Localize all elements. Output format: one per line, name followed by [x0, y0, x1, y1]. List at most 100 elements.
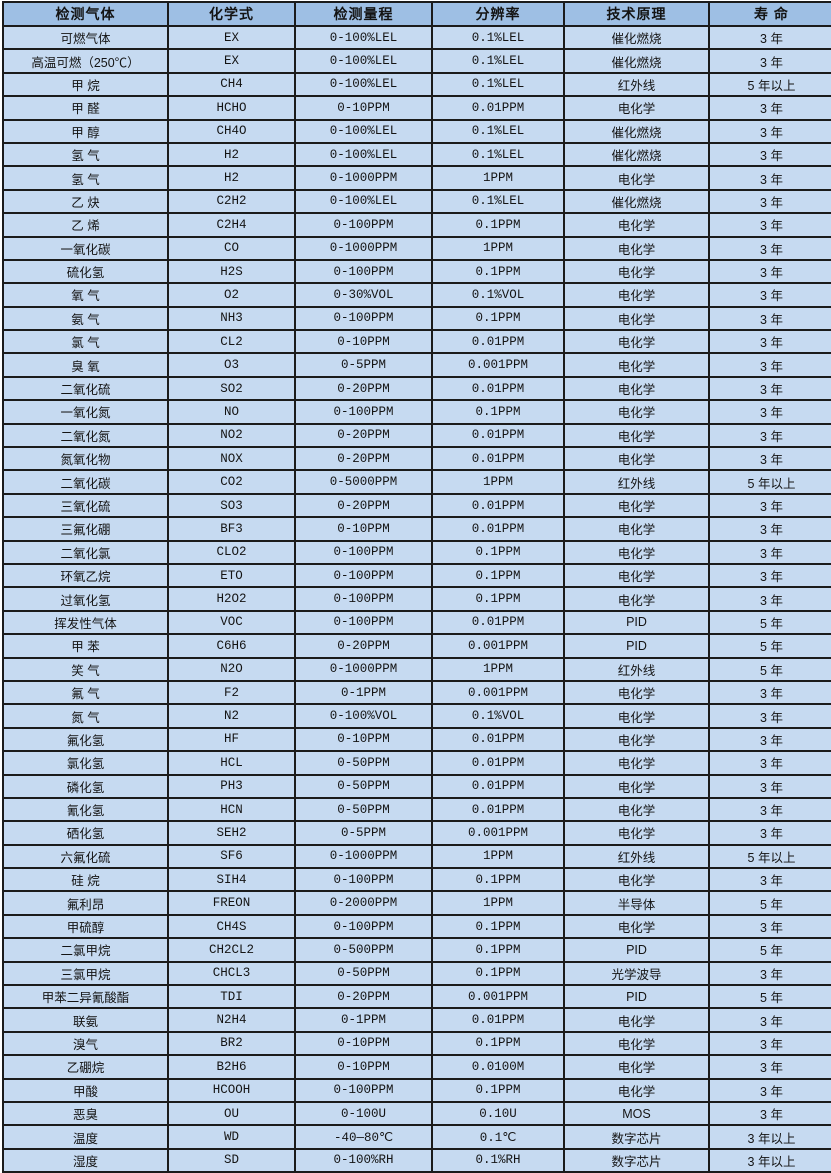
lifespan-cell: 3 年: [708, 118, 831, 144]
formula-cell: N2H4: [167, 1007, 296, 1033]
principle-cell: 催化燃烧: [563, 188, 710, 215]
header-resolution: 分辨率: [431, 1, 565, 27]
gas-name-cell: 二氧化氯: [2, 539, 169, 566]
table-row: 磷化氢 PH3 0-50PPM 0.01PPM 电化学 3 年: [2, 773, 831, 799]
table-row: 氟 气 F2 0-1PPM 0.001PPM 电化学 3 年: [2, 679, 831, 706]
resolution-cell: 0.1%LEL: [431, 188, 565, 215]
table-row: 甲 烷 CH4 0-100%LEL 0.1%LEL 红外线 5 年以上: [2, 71, 831, 98]
resolution-cell: 0.1PPM: [431, 399, 565, 425]
lifespan-cell: 3 年: [708, 1100, 831, 1127]
resolution-cell: 1PPM: [431, 890, 565, 916]
table-row: 溴气 BR2 0-10PPM 0.1PPM 电化学 3 年: [2, 1030, 831, 1057]
gas-name-cell: 联氨: [2, 1007, 169, 1033]
resolution-cell: 0.1PPM: [431, 562, 565, 589]
table-row: 硒化氢 SEH2 0-5PPM 0.001PPM 电化学 3 年: [2, 820, 831, 846]
range-cell: 0-10PPM: [294, 726, 433, 753]
range-cell: 0-5000PPM: [294, 469, 433, 495]
formula-cell: CLO2: [167, 539, 296, 566]
formula-cell: NO: [167, 399, 296, 425]
range-cell: 0-100PPM: [294, 1077, 433, 1103]
gas-name-cell: 氮 气: [2, 703, 169, 729]
lifespan-cell: 3 年以上: [708, 1124, 831, 1150]
range-cell: 0-10PPM: [294, 1054, 433, 1080]
gas-name-cell: 氨 气: [2, 305, 169, 332]
table-row: 氰化氢 HCN 0-50PPM 0.01PPM 电化学 3 年: [2, 796, 831, 823]
resolution-cell: 1PPM: [431, 165, 565, 191]
lifespan-cell: 3 年: [708, 796, 831, 823]
gas-name-cell: 六氟化硫: [2, 843, 169, 870]
resolution-cell: 0.1PPM: [431, 258, 565, 285]
gas-name-cell: 过氧化氢: [2, 586, 169, 612]
table-row: 乙 炔 C2H2 0-100%LEL 0.1%LEL 催化燃烧 3 年: [2, 188, 831, 215]
lifespan-cell: 3 年: [708, 24, 831, 51]
range-cell: 0-100%LEL: [294, 141, 433, 168]
formula-cell: TDI: [167, 983, 296, 1010]
table-row: 湿度 SD 0-100%RH 0.1%RH 数字芯片 3 年以上: [2, 1147, 831, 1173]
formula-cell: NH3: [167, 305, 296, 332]
table-row: 氟利昂 FREON 0-2000PPM 1PPM 半导体 5 年: [2, 890, 831, 916]
lifespan-cell: 3 年: [708, 258, 831, 285]
range-cell: 0-10PPM: [294, 95, 433, 121]
range-cell: 0-20PPM: [294, 422, 433, 449]
range-cell: 0-20PPM: [294, 492, 433, 519]
lifespan-cell: 3 年: [708, 750, 831, 776]
resolution-cell: 0.1PPM: [431, 913, 565, 940]
formula-cell: HCN: [167, 796, 296, 823]
header-range: 检测量程: [294, 1, 433, 27]
range-cell: 0-50PPM: [294, 773, 433, 799]
range-cell: 0-1PPM: [294, 1007, 433, 1033]
lifespan-cell: 3 年: [708, 352, 831, 378]
table-row: 恶臭 OU 0-100U 0.10U MOS 3 年: [2, 1100, 831, 1127]
formula-cell: SEH2: [167, 820, 296, 846]
range-cell: 0-100PPM: [294, 867, 433, 893]
range-cell: 0-100PPM: [294, 305, 433, 332]
gas-name-cell: 甲苯二异氰酸酯: [2, 983, 169, 1010]
formula-cell: O3: [167, 352, 296, 378]
range-cell: 0-1000PPM: [294, 656, 433, 682]
formula-cell: CO2: [167, 469, 296, 495]
lifespan-cell: 3 年: [708, 773, 831, 799]
resolution-cell: 0.1PPM: [431, 960, 565, 987]
range-cell: 0-100PPM: [294, 562, 433, 589]
resolution-cell: 0.1%LEL: [431, 71, 565, 98]
gas-name-cell: 可燃气体: [2, 24, 169, 51]
table-row: 氮 气 N2 0-100%VOL 0.1%VOL 电化学 3 年: [2, 703, 831, 729]
formula-cell: BF3: [167, 516, 296, 542]
gas-name-cell: 氯 气: [2, 329, 169, 355]
resolution-cell: 1PPM: [431, 656, 565, 682]
range-cell: 0-100PPM: [294, 913, 433, 940]
gas-name-cell: 硒化氢: [2, 820, 169, 846]
lifespan-cell: 3 年: [708, 399, 831, 425]
range-cell: 0-10PPM: [294, 516, 433, 542]
table-row: 氯 气 CL2 0-10PPM 0.01PPM 电化学 3 年: [2, 329, 831, 355]
gas-name-cell: 挥发性气体: [2, 609, 169, 636]
lifespan-cell: 3 年: [708, 703, 831, 729]
table-row: 二氧化氯 CLO2 0-100PPM 0.1PPM 电化学 3 年: [2, 539, 831, 566]
formula-cell: HCOOH: [167, 1077, 296, 1103]
principle-cell: 数字芯片: [563, 1124, 710, 1150]
resolution-cell: 0.001PPM: [431, 679, 565, 706]
resolution-cell: 0.01PPM: [431, 492, 565, 519]
lifespan-cell: 3 年: [708, 679, 831, 706]
lifespan-cell: 3 年: [708, 165, 831, 191]
principle-cell: 光学波导: [563, 960, 710, 987]
gas-name-cell: 二氯甲烷: [2, 937, 169, 963]
formula-cell: BR2: [167, 1030, 296, 1057]
resolution-cell: 0.01PPM: [431, 796, 565, 823]
principle-cell: 电化学: [563, 492, 710, 519]
range-cell: 0-10PPM: [294, 329, 433, 355]
lifespan-cell: 3 年: [708, 960, 831, 987]
lifespan-cell: 3 年: [708, 726, 831, 753]
formula-cell: SO2: [167, 375, 296, 402]
formula-cell: C2H4: [167, 212, 296, 238]
resolution-cell: 1PPM: [431, 469, 565, 495]
resolution-cell: 0.1%VOL: [431, 703, 565, 729]
lifespan-cell: 5 年以上: [708, 843, 831, 870]
range-cell: 0-30%VOL: [294, 282, 433, 308]
gas-name-cell: 溴气: [2, 1030, 169, 1057]
gas-name-cell: 一氧化碳: [2, 235, 169, 261]
principle-cell: 电化学: [563, 539, 710, 566]
range-cell: 0-1000PPM: [294, 843, 433, 870]
table-row: 甲酸 HCOOH 0-100PPM 0.1PPM 电化学 3 年: [2, 1077, 831, 1103]
table-row: 氮氧化物 NOX 0-20PPM 0.01PPM 电化学 3 年: [2, 446, 831, 472]
